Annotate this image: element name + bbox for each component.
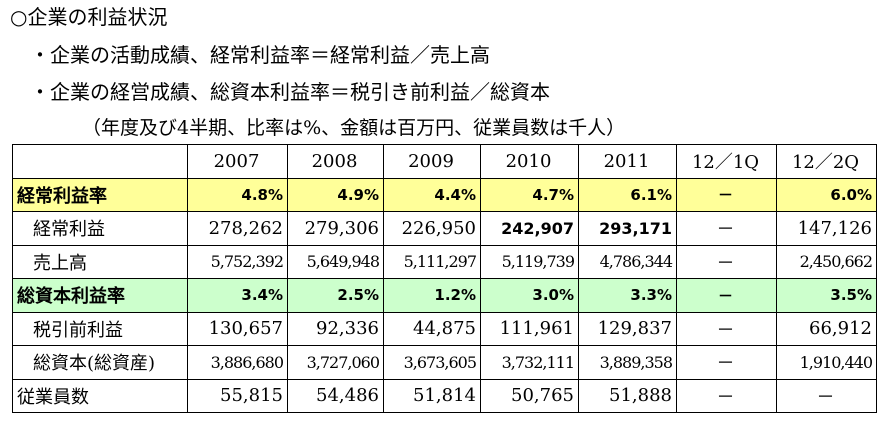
- page-title: ○企業の利益状況: [10, 5, 168, 29]
- table-cell: 3.4%: [187, 278, 288, 313]
- table-row-total-capital: 総資本(総資産) 3,886,680 3,727,060 3,673,605 3…: [12, 345, 877, 380]
- table-cell: 4.4%: [383, 177, 481, 212]
- table-row-ordinary-profit-ratio: 経常利益率 4.8% 4.9% 4.4% 4.7% 6.1% － 6.0%: [12, 177, 877, 212]
- table-cell: 66,912: [776, 311, 877, 346]
- table-cell: －: [676, 278, 777, 313]
- table-cell: 51,888: [578, 378, 677, 413]
- table-cell: 293,171: [578, 211, 677, 246]
- table-cell: 44,875: [383, 311, 481, 346]
- table-cell: 5,752,392: [187, 244, 288, 279]
- table-cell: －: [676, 211, 777, 246]
- header-cell-12-2q: 12／2Q: [776, 144, 877, 179]
- row-label: 売上高: [12, 244, 188, 279]
- header-cell-2008: 2008: [287, 144, 384, 179]
- table-row-ordinary-profit: 経常利益 278,262 279,306 226,950 242,907 293…: [12, 211, 877, 246]
- row-label: 総資本(総資産): [12, 345, 188, 380]
- table-cell: 2,450,662: [776, 244, 877, 279]
- table-cell: 50,765: [480, 378, 579, 413]
- table-cell: 3,732,111: [480, 345, 579, 380]
- table-cell: 5,119,739: [480, 244, 579, 279]
- row-label: 従業員数: [12, 378, 188, 413]
- header-cell-2007: 2007: [187, 144, 288, 179]
- header-cell-2009: 2009: [383, 144, 481, 179]
- table-cell: 4.9%: [287, 177, 384, 212]
- table-cell: 279,306: [287, 211, 384, 246]
- table-cell: 92,336: [287, 311, 384, 346]
- row-label: 税引前利益: [12, 311, 188, 346]
- profit-table: 2007 2008 2009 2010 2011 12／1Q 12／2Q 経常利…: [12, 144, 877, 413]
- header-cell-2011: 2011: [578, 144, 677, 179]
- table-row-roa: 総資本利益率 3.4% 2.5% 1.2% 3.0% 3.3% － 3.5%: [12, 278, 877, 313]
- table-cell: 147,126: [776, 211, 877, 246]
- table-cell: 6.0%: [776, 177, 877, 212]
- bullet-roa-definition: ・企業の経営成績、総資本利益率＝税引き前利益／総資本: [30, 80, 550, 104]
- table-cell: －: [676, 244, 777, 279]
- table-cell: 4.8%: [187, 177, 288, 212]
- header-cell-2010: 2010: [480, 144, 579, 179]
- table-cell: 278,262: [187, 211, 288, 246]
- table-cell: 130,657: [187, 311, 288, 346]
- table-cell: 3,889,358: [578, 345, 677, 380]
- table-cell: －: [676, 345, 777, 380]
- table-cell: 226,950: [383, 211, 481, 246]
- table-cell: 111,961: [480, 311, 579, 346]
- table-cell: 5,111,297: [383, 244, 481, 279]
- table-row-sales: 売上高 5,752,392 5,649,948 5,111,297 5,119,…: [12, 244, 877, 279]
- table-cell: 3,727,060: [287, 345, 384, 380]
- table-cell: 5,649,948: [287, 244, 384, 279]
- table-cell: 2.5%: [287, 278, 384, 313]
- row-label: 経常利益: [12, 211, 188, 246]
- table-cell: －: [776, 378, 877, 413]
- row-label: 総資本利益率: [12, 278, 188, 313]
- header-cell-12-1q: 12／1Q: [676, 144, 777, 179]
- table-cell: 3.5%: [776, 278, 877, 313]
- table-cell: 4.7%: [480, 177, 579, 212]
- table-cell: 4,786,344: [578, 244, 677, 279]
- table-cell: 242,907: [480, 211, 579, 246]
- table-cell: 6.1%: [578, 177, 677, 212]
- table-cell: 3,673,605: [383, 345, 481, 380]
- units-note: （年度及び4半期、比率は%、金額は百万円、従業員数は千人）: [82, 117, 626, 139]
- table-cell: 129,837: [578, 311, 677, 346]
- table-row-employees: 従業員数 55,815 54,486 51,814 50,765 51,888 …: [12, 378, 877, 413]
- table-cell: 3.3%: [578, 278, 677, 313]
- table-cell: －: [676, 311, 777, 346]
- table-cell: －: [676, 177, 777, 212]
- table-cell: 55,815: [187, 378, 288, 413]
- table-cell: 3,886,680: [187, 345, 288, 380]
- table-header-row: 2007 2008 2009 2010 2011 12／1Q 12／2Q: [12, 144, 877, 179]
- row-label: 経常利益率: [12, 177, 188, 212]
- table-cell: 54,486: [287, 378, 384, 413]
- bullet-ordinary-profit-definition: ・企業の活動成績、経常利益率＝経常利益／売上高: [30, 43, 490, 67]
- table-cell: 3.0%: [480, 278, 579, 313]
- table-row-pretax-profit: 税引前利益 130,657 92,336 44,875 111,961 129,…: [12, 311, 877, 346]
- header-cell-blank: [12, 144, 188, 179]
- table-cell: 1.2%: [383, 278, 481, 313]
- table-cell: －: [676, 378, 777, 413]
- table-cell: 1,910,440: [776, 345, 877, 380]
- table-cell: 51,814: [383, 378, 481, 413]
